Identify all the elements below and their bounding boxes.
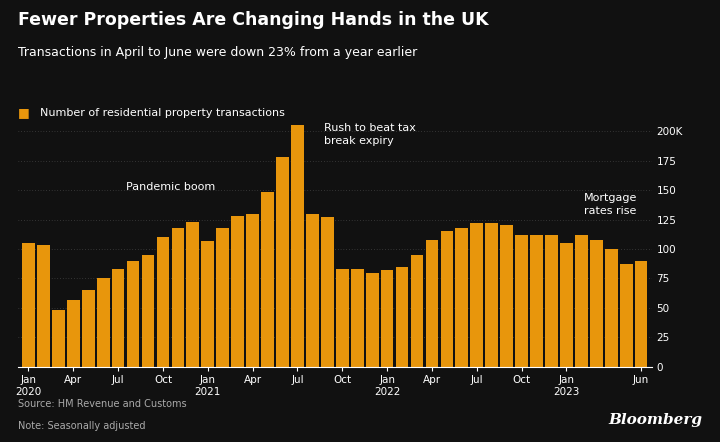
Bar: [441, 231, 453, 367]
Bar: [545, 235, 558, 367]
Bar: [276, 157, 289, 367]
Bar: [381, 270, 393, 367]
Bar: [605, 249, 618, 367]
Bar: [456, 228, 468, 367]
Text: Pandemic boom: Pandemic boom: [125, 183, 215, 192]
Text: Mortgage
rates rise: Mortgage rates rise: [585, 193, 638, 216]
Bar: [575, 235, 588, 367]
Bar: [186, 222, 199, 367]
Bar: [485, 223, 498, 367]
Bar: [635, 261, 647, 367]
Bar: [291, 125, 304, 367]
Bar: [157, 237, 169, 367]
Bar: [67, 300, 80, 367]
Bar: [261, 192, 274, 367]
Bar: [306, 213, 319, 367]
Bar: [410, 255, 423, 367]
Bar: [246, 213, 259, 367]
Text: Transactions in April to June were down 23% from a year earlier: Transactions in April to June were down …: [18, 46, 418, 59]
Bar: [336, 269, 348, 367]
Bar: [560, 243, 573, 367]
Bar: [231, 216, 244, 367]
Bar: [321, 217, 333, 367]
Bar: [37, 245, 50, 367]
Bar: [171, 228, 184, 367]
Bar: [142, 255, 154, 367]
Bar: [470, 223, 483, 367]
Bar: [82, 290, 94, 367]
Text: Note: Seasonally adjusted: Note: Seasonally adjusted: [18, 421, 145, 431]
Bar: [366, 273, 379, 367]
Bar: [426, 240, 438, 367]
Bar: [530, 235, 543, 367]
Bar: [22, 243, 35, 367]
Text: Number of residential property transactions: Number of residential property transacti…: [40, 108, 284, 118]
Bar: [202, 241, 214, 367]
Bar: [96, 278, 109, 367]
Bar: [351, 269, 364, 367]
Bar: [396, 267, 408, 367]
Bar: [516, 235, 528, 367]
Bar: [52, 310, 65, 367]
Bar: [590, 240, 603, 367]
Text: Fewer Properties Are Changing Hands in the UK: Fewer Properties Are Changing Hands in t…: [18, 11, 489, 29]
Bar: [127, 261, 140, 367]
Bar: [112, 269, 125, 367]
Bar: [620, 264, 633, 367]
Text: Rush to beat tax
break expiry: Rush to beat tax break expiry: [324, 123, 416, 146]
Text: ■: ■: [18, 106, 34, 119]
Bar: [217, 228, 229, 367]
Text: Source: HM Revenue and Customs: Source: HM Revenue and Customs: [18, 399, 186, 409]
Text: Bloomberg: Bloomberg: [608, 412, 702, 427]
Bar: [500, 225, 513, 367]
